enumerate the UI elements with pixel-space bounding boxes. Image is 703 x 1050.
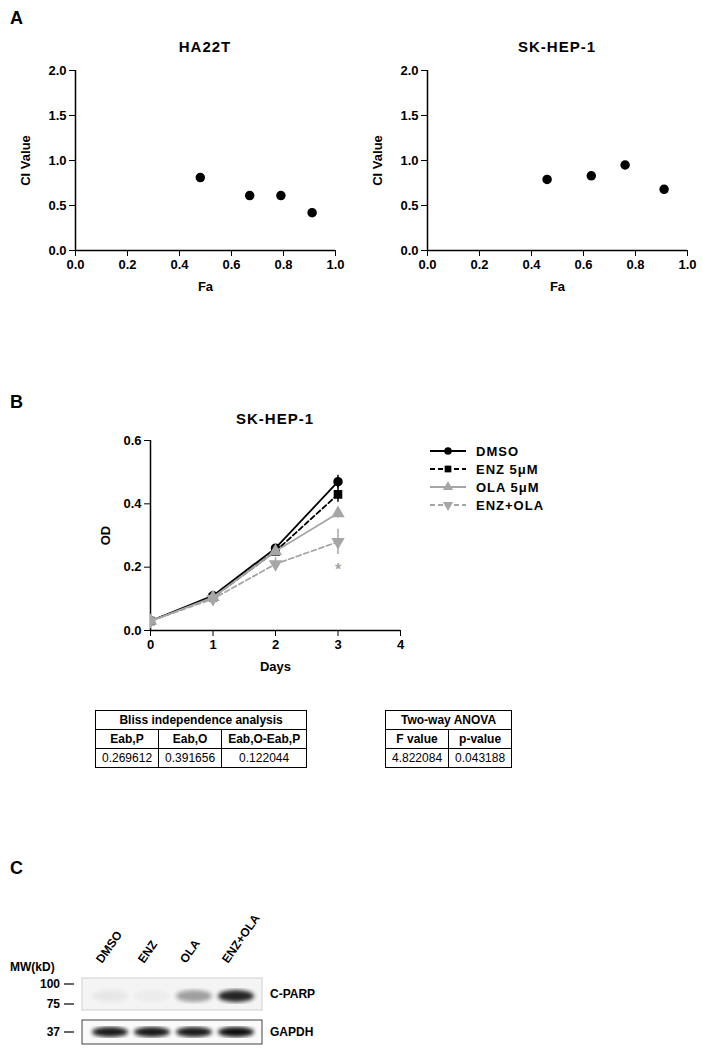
html-text:0.122044: 0.122044 — [239, 751, 290, 765]
html-text:SK-HEP-1: SK-HEP-1 — [236, 410, 314, 427]
svg-text:0.8: 0.8 — [626, 257, 644, 272]
svg-text:0.8: 0.8 — [274, 257, 292, 272]
html-text:0.391656: 0.391656 — [165, 751, 216, 765]
svg-text:0.0: 0.0 — [66, 257, 84, 272]
svg-text:OLA: OLA — [177, 937, 203, 966]
svg-text:0.5: 0.5 — [400, 198, 418, 213]
svg-text:0.0: 0.0 — [400, 243, 418, 258]
svg-text:4: 4 — [397, 637, 405, 652]
html-text:HA22T: HA22T — [178, 38, 232, 55]
html-text:B: B — [10, 392, 23, 412]
html-text:SK-HEP-1: SK-HEP-1 — [518, 38, 596, 55]
svg-text:0.0: 0.0 — [48, 243, 66, 258]
svg-text:0.2: 0.2 — [470, 257, 488, 272]
svg-text:1.5: 1.5 — [48, 108, 66, 123]
html-text:Eab,O: Eab,O — [172, 732, 208, 746]
svg-text:2.0: 2.0 — [400, 63, 418, 78]
svg-text:0.0: 0.0 — [418, 257, 436, 272]
svg-text:0.0: 0.0 — [123, 623, 141, 638]
svg-text:CI Value: CI Value — [370, 135, 385, 186]
html-text:Eab,P: Eab,P — [110, 732, 144, 746]
svg-text:ENZ+OLA: ENZ+OLA — [219, 911, 263, 965]
svg-text:C-PARP: C-PARP — [270, 987, 315, 1001]
html-text:C: C — [10, 858, 23, 878]
html-text:OLA 5μM: OLA 5μM — [476, 479, 540, 495]
svg-text:GAPDH: GAPDH — [270, 1025, 313, 1039]
svg-text:MW(kD): MW(kD) — [10, 960, 55, 974]
svg-text:2.0: 2.0 — [48, 63, 66, 78]
svg-text:0.6: 0.6 — [222, 257, 240, 272]
html-text:0.043188: 0.043188 — [455, 751, 506, 765]
html-text:Eab,O-Eab,P: Eab,O-Eab,P — [228, 732, 301, 746]
svg-text:0.4: 0.4 — [170, 257, 189, 272]
svg-text:0.6: 0.6 — [574, 257, 592, 272]
svg-text:OD: OD — [98, 526, 113, 546]
svg-text:2: 2 — [272, 637, 279, 652]
svg-text:75: 75 — [47, 997, 61, 1011]
svg-text:0.2: 0.2 — [118, 257, 136, 272]
html-text:Bliss independence analysis: Bliss independence analysis — [119, 713, 283, 727]
svg-text:100: 100 — [40, 977, 60, 991]
html-text:p-value: p-value — [459, 732, 502, 746]
svg-text:0.4: 0.4 — [123, 496, 142, 511]
svg-text:0.6: 0.6 — [123, 433, 141, 448]
svg-text:1.0: 1.0 — [326, 257, 344, 272]
svg-text:1.0: 1.0 — [48, 153, 66, 168]
html-text:0.269612: 0.269612 — [102, 751, 153, 765]
svg-text:CI Value: CI Value — [18, 135, 33, 186]
svg-text:0.4: 0.4 — [522, 257, 541, 272]
svg-text:Fa: Fa — [550, 279, 566, 294]
html-text:DMSO: DMSO — [476, 443, 519, 459]
svg-text:*: * — [335, 561, 342, 578]
svg-text:DMSO: DMSO — [93, 928, 125, 966]
html-text:F value: F value — [396, 732, 438, 746]
svg-text:Days: Days — [260, 659, 291, 674]
html-text:Two-way ANOVA: Two-way ANOVA — [401, 713, 497, 727]
svg-text:0.5: 0.5 — [48, 198, 66, 213]
svg-text:1: 1 — [209, 637, 216, 652]
html-text:A: A — [10, 8, 23, 28]
svg-text:37: 37 — [47, 1025, 61, 1039]
svg-text:Fa: Fa — [198, 279, 214, 294]
svg-text:1.5: 1.5 — [400, 108, 418, 123]
svg-text:1.0: 1.0 — [400, 153, 418, 168]
html-text:ENZ 5μM: ENZ 5μM — [476, 461, 539, 477]
svg-text:3: 3 — [334, 637, 341, 652]
svg-text:1.0: 1.0 — [678, 257, 696, 272]
html-text:4.822084: 4.822084 — [392, 751, 443, 765]
svg-text:ENZ: ENZ — [135, 938, 160, 966]
html-text:ENZ+OLA: ENZ+OLA — [476, 497, 544, 513]
svg-text:0: 0 — [147, 637, 154, 652]
svg-text:0.2: 0.2 — [123, 559, 141, 574]
